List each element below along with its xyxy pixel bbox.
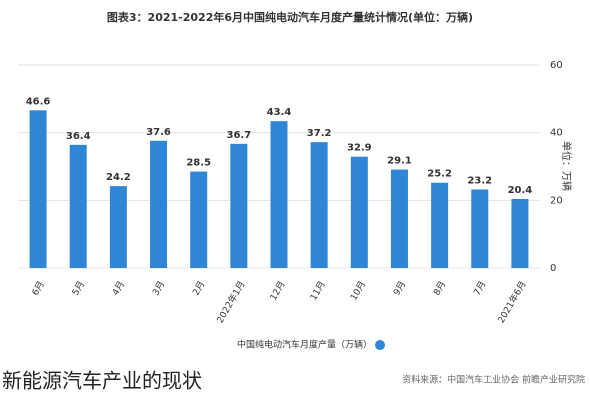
value-label: 29.1: [387, 156, 412, 167]
x-tick-label: 12月: [268, 279, 288, 302]
legend-swatch: [375, 340, 385, 350]
bar: [190, 171, 208, 268]
value-label: 43.4: [267, 107, 292, 118]
x-tick-label: 10月: [348, 279, 368, 302]
value-label: 32.9: [347, 143, 372, 154]
value-label: 36.7: [227, 130, 252, 141]
bar: [230, 143, 248, 268]
x-tick-label: 11月: [308, 279, 328, 302]
bar: [150, 140, 168, 268]
value-label: 25.2: [427, 169, 452, 180]
value-label: 37.2: [307, 128, 332, 139]
x-tick-label: 8月: [431, 279, 448, 297]
x-tick-label: 2022年1月: [214, 279, 248, 325]
value-label: 23.2: [467, 176, 492, 187]
value-label: 46.6: [26, 96, 51, 107]
y-tick-label: 60: [550, 60, 563, 71]
caption: 新能源汽车产业的现状: [2, 369, 202, 393]
bar: [310, 142, 328, 268]
x-tick-label: 3月: [150, 279, 167, 297]
y-tick-label: 20: [550, 195, 563, 206]
x-tick-label: 6月: [30, 279, 47, 297]
legend-label: 中国纯电动汽车月度产量（万辆）: [237, 339, 372, 351]
bar: [29, 110, 47, 268]
bar: [350, 156, 368, 268]
y-tick-label: 0: [550, 263, 556, 274]
x-tick-label: 2021年6月: [495, 279, 529, 325]
value-label: 36.4: [66, 131, 91, 142]
x-tick-label: 7月: [472, 279, 489, 297]
x-tick-label: 2月: [191, 279, 208, 297]
bar: [390, 169, 408, 268]
value-label: 24.2: [106, 172, 131, 183]
bar: [270, 121, 288, 268]
x-tick-label: 9月: [391, 279, 408, 297]
y-tick-label: 40: [550, 128, 563, 139]
bar: [69, 144, 87, 268]
x-tick-label: 4月: [110, 279, 127, 297]
bar: [511, 198, 529, 268]
x-tick-label: 5月: [70, 279, 87, 297]
chart-title: 图表3：2021-2022年6月中国纯电动汽车月度产量统计情况(单位：万辆): [107, 10, 473, 24]
bar: [431, 182, 449, 268]
y-axis-label: 单位：万辆: [560, 141, 573, 191]
value-label: 28.5: [186, 158, 211, 169]
bar: [109, 186, 127, 268]
source: 资料来源：中国汽车工业协会 前瞻产业研究院: [402, 374, 585, 386]
value-label: 37.6: [146, 127, 171, 138]
bar: [471, 189, 489, 268]
value-label: 20.4: [508, 185, 533, 196]
